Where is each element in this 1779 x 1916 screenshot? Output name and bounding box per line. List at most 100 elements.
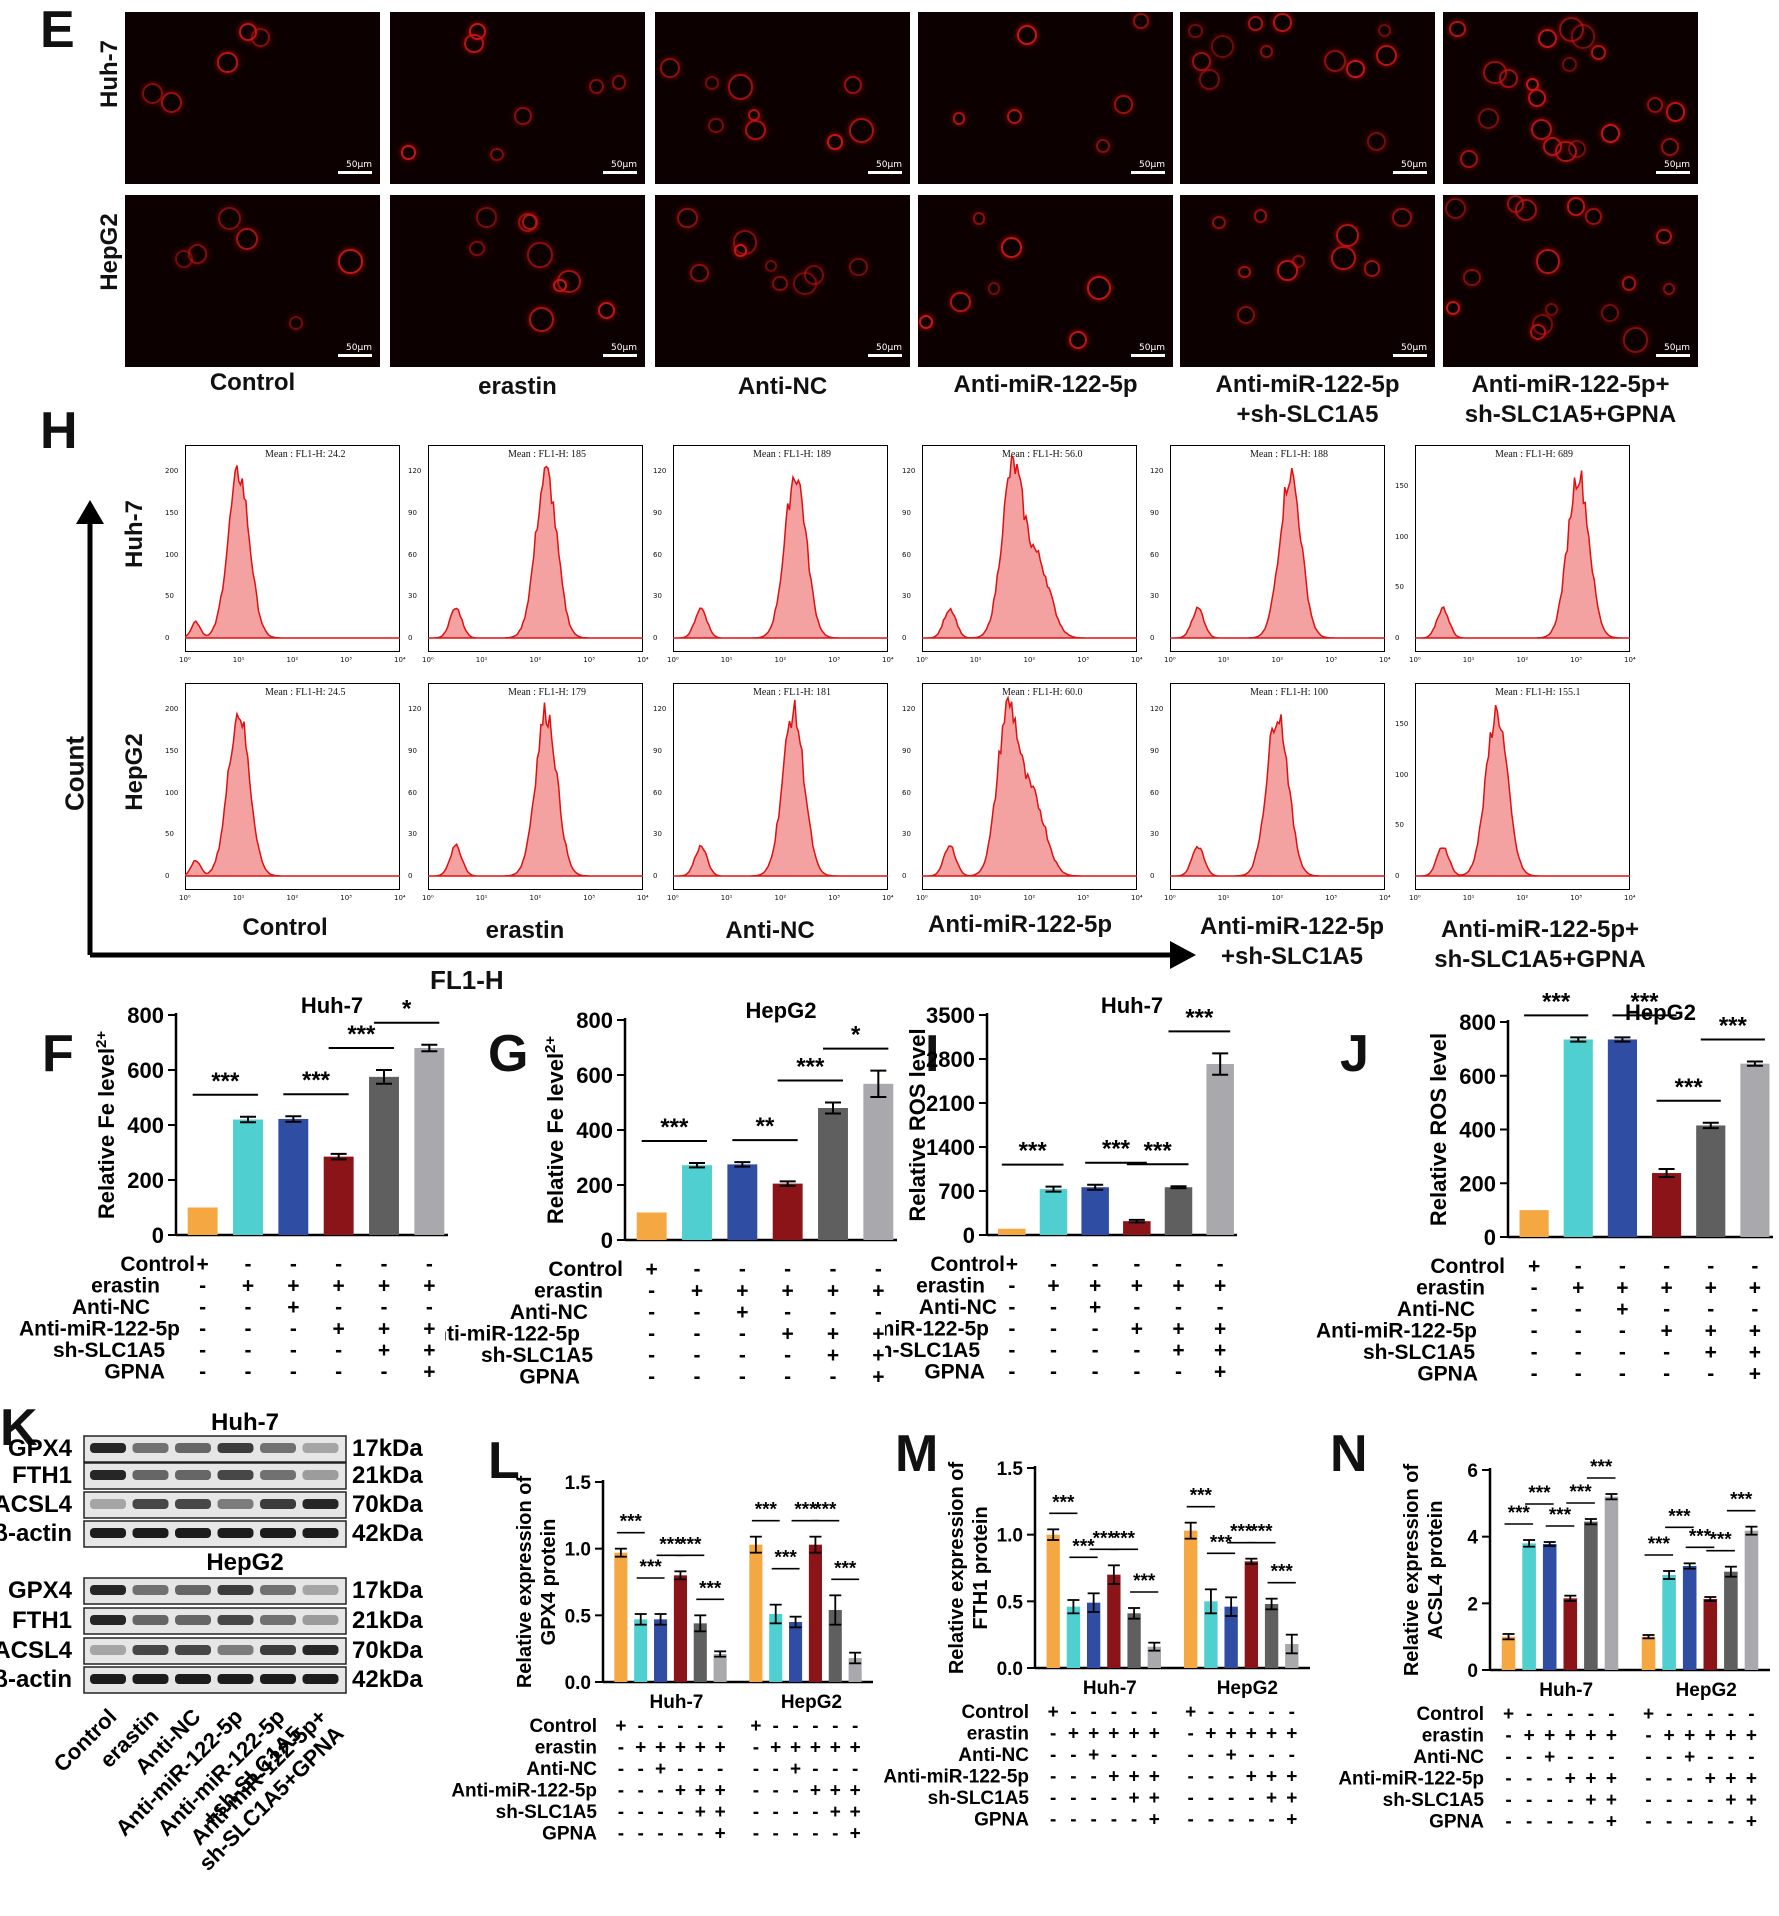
cell-blob: [1477, 108, 1499, 130]
bar-3: [278, 1118, 309, 1235]
condition-sign: -: [1050, 1361, 1057, 1384]
condition-sign: -: [1133, 1296, 1140, 1319]
condition-sign: +: [197, 1253, 209, 1276]
bar-2: [682, 1165, 712, 1240]
x-tick-label: 10⁴: [394, 894, 406, 902]
cell-blob: [1248, 16, 1263, 31]
chart-n-acsl4: 0 2 4 6 Relative expression of ACSL4 protein H…: [1338, 1457, 1770, 1833]
y-tick-label: 90: [653, 746, 662, 755]
condition-sign: -: [1645, 1812, 1651, 1833]
condition-label-5: GPNA: [924, 1361, 985, 1384]
chart-title: Huh-7: [1101, 993, 1163, 1018]
y-tick-label: 200: [165, 705, 179, 713]
condition-sign: -: [1575, 1255, 1582, 1278]
blot-band: [132, 1615, 169, 1625]
condition-label-4: sh-SLC1A5: [496, 1802, 598, 1823]
condition-label-2: Anti-NC: [72, 1296, 150, 1319]
histogram-mean-label: Mean : FL1-H: 24.2: [265, 449, 346, 460]
condition-sign: -: [832, 1824, 838, 1845]
condition-sign: -: [1008, 1318, 1015, 1341]
condition-sign: -: [1687, 1790, 1693, 1811]
caption-e-g3: Anti-NC: [737, 373, 828, 400]
bar-6: [863, 1083, 894, 1240]
blot-band: [217, 1615, 254, 1625]
significance-label: ***: [1230, 1522, 1253, 1543]
condition-sign: +: [1089, 1296, 1101, 1319]
condition-sign: +: [1286, 1767, 1297, 1788]
condition-sign: -: [1070, 1810, 1076, 1831]
condition-sign: -: [1050, 1318, 1057, 1341]
scale-bar: [868, 354, 902, 357]
condition-sign: +: [1660, 1320, 1672, 1343]
bar-0-2: [1542, 1544, 1557, 1670]
protein-label-0-0: GPX4: [8, 1435, 73, 1462]
condition-sign: -: [1687, 1812, 1693, 1833]
x-tick-label: 10³: [828, 656, 840, 664]
condition-sign: +: [1616, 1277, 1628, 1300]
y-label-line: Relative expression of: [1401, 1464, 1423, 1677]
x-tick-label: 10⁰: [1409, 656, 1421, 664]
significance-label: ***: [659, 1534, 682, 1555]
condition-sign: -: [648, 1344, 655, 1367]
condition-sign: +: [1725, 1726, 1736, 1747]
x-tick-label: 10¹: [1217, 894, 1230, 902]
blot-band: [90, 1645, 126, 1655]
condition-sign: -: [773, 1802, 779, 1823]
y-tick-label: 150: [165, 746, 179, 755]
scale-bar: [1393, 354, 1427, 357]
condition-sign: -: [1175, 1361, 1182, 1384]
blot-band: [132, 1645, 169, 1655]
x-tick-label: 10³: [1570, 656, 1582, 664]
condition-sign: -: [1531, 1277, 1538, 1300]
condition-sign: +: [423, 1339, 435, 1362]
cell-blob: [1253, 209, 1268, 224]
condition-sign: -: [638, 1781, 644, 1802]
condition-sign: -: [648, 1301, 655, 1324]
bar-1-2: [789, 1622, 803, 1682]
condition-sign: -: [1575, 1363, 1582, 1386]
y-tick-label: 0.0: [565, 1673, 591, 1694]
condition-sign: -: [1748, 1747, 1754, 1768]
blot-band: [175, 1674, 211, 1684]
blot-strip: [83, 1637, 347, 1665]
significance-label: ***: [1528, 1483, 1551, 1504]
bar-1: [1519, 1210, 1549, 1237]
y-tick-label: 60: [408, 550, 417, 559]
y-tick-label: 120: [902, 705, 916, 713]
histogram-mean-label: Mean : FL1-H: 189: [753, 449, 832, 460]
y-tick-label: 0: [1395, 634, 1400, 642]
x-tick-label: 10²: [1516, 656, 1529, 664]
x-tick-label: 10¹: [475, 894, 488, 902]
scale-bar-label: 50μm: [346, 343, 372, 353]
blot-band: [90, 1615, 126, 1625]
condition-sign: +: [1606, 1726, 1617, 1747]
bar-0-2: [654, 1619, 668, 1682]
micrograph-huh7-4: 50μm: [918, 12, 1173, 184]
cell-blob: [1660, 137, 1679, 157]
x-tick-label: 10¹: [232, 894, 245, 902]
blot-band: [132, 1499, 169, 1509]
condition-sign: -: [1526, 1769, 1532, 1790]
condition-sign: -: [1666, 1812, 1672, 1833]
x-tick-label: 10²: [1271, 656, 1284, 664]
condition-sign: -: [618, 1824, 624, 1845]
condition-sign: +: [1565, 1726, 1576, 1747]
condition-sign: +: [1705, 1769, 1716, 1790]
blot-band: [217, 1585, 254, 1595]
cell-blob: [745, 119, 766, 141]
x-tick-label: 10⁰: [179, 656, 191, 664]
condition-label-0: Control: [1416, 1704, 1484, 1725]
condition-sign: -: [1188, 1767, 1194, 1788]
y-tick-label: 0: [408, 872, 413, 880]
condition-label-2: Anti-NC: [526, 1759, 597, 1780]
y-tick-label: 30: [1150, 592, 1159, 601]
blot-band: [132, 1674, 169, 1684]
condition-sign: -: [335, 1339, 342, 1362]
bar-1-4: [1264, 1604, 1279, 1668]
blot-title-hepg2: HepG2: [206, 1549, 283, 1576]
cell-blob: [1291, 254, 1306, 269]
condition-sign: -: [1111, 1810, 1117, 1831]
condition-sign: -: [1531, 1320, 1538, 1343]
caption-e-g1: Control: [209, 369, 296, 396]
blot-band: [217, 1443, 254, 1453]
